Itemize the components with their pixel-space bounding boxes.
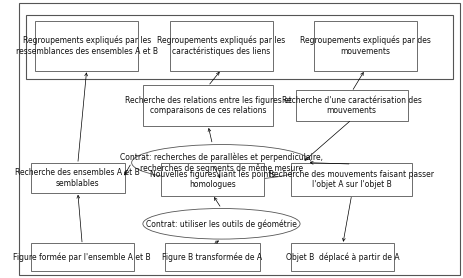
Ellipse shape <box>143 208 300 239</box>
FancyBboxPatch shape <box>290 163 412 196</box>
FancyBboxPatch shape <box>161 163 263 196</box>
FancyBboxPatch shape <box>19 3 458 275</box>
Ellipse shape <box>131 145 311 181</box>
Text: Recherche des ensembles A et B
semblables: Recherche des ensembles A et B semblable… <box>15 168 140 188</box>
Text: Regroupements expliqués par les
caractéristiques des liens: Regroupements expliqués par les caractér… <box>157 36 285 56</box>
Text: Regroupements expliqués par des
mouvements: Regroupements expliqués par des mouvemen… <box>299 36 430 56</box>
Text: Contrat: utiliser les outils de géométrie: Contrat: utiliser les outils de géométri… <box>146 219 296 229</box>
FancyBboxPatch shape <box>165 243 259 271</box>
FancyBboxPatch shape <box>35 21 138 71</box>
Text: Figure B transformée de A: Figure B transformée de A <box>162 252 262 262</box>
FancyBboxPatch shape <box>31 243 134 271</box>
FancyBboxPatch shape <box>143 85 273 126</box>
FancyBboxPatch shape <box>26 15 452 79</box>
Text: Objet B  déplacé à partir de A: Objet B déplacé à partir de A <box>285 252 399 262</box>
FancyBboxPatch shape <box>169 21 273 71</box>
FancyBboxPatch shape <box>313 21 416 71</box>
FancyBboxPatch shape <box>31 163 125 193</box>
Text: Recherche des mouvements faisant passer
l'objet A sur l'objet B: Recherche des mouvements faisant passer … <box>269 170 433 189</box>
FancyBboxPatch shape <box>290 243 394 271</box>
Text: Recherche d'une caractérisation des
mouvements: Recherche d'une caractérisation des mouv… <box>281 96 421 115</box>
Text: Contrat: recherches de parallèles et perpendiculaire,
recherches de segments de : Contrat: recherches de parallèles et per… <box>120 152 322 173</box>
Text: Recherche des relations entre les figures et
comparaisons de ces relations: Recherche des relations entre les figure… <box>124 96 291 115</box>
Text: Figure formée par l'ensemble A et B: Figure formée par l'ensemble A et B <box>13 252 151 262</box>
Text: Regroupements expliqués par les
ressemblances des ensembles A et B: Regroupements expliqués par les ressembl… <box>16 36 157 56</box>
FancyBboxPatch shape <box>295 90 407 121</box>
Text: Nouvelles figures liant les points
homologues: Nouvelles figures liant les points homol… <box>150 170 275 189</box>
